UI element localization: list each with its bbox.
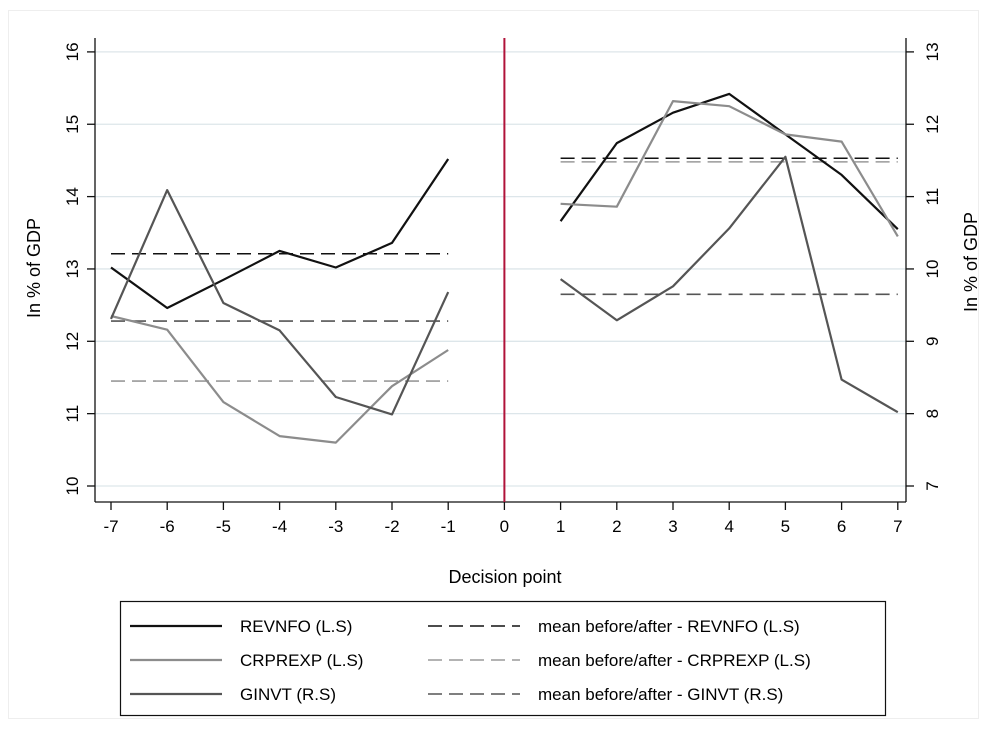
legend-label: CRPREXP (L.S) [240,651,363,670]
right-y-tick-label: 10 [923,259,942,278]
x-tick-label: -3 [328,517,343,536]
left-y-tick-label: 12 [63,332,82,351]
x-tick-label: 0 [500,517,509,536]
x-tick-label: 4 [724,517,733,536]
right-y-tick-label: 9 [923,337,942,346]
x-tick-label: 1 [556,517,565,536]
series-line-after [560,99,899,237]
left-y-tick-label: 16 [63,42,82,61]
x-tick-label: -6 [160,517,175,536]
right-y-tick-label: 12 [923,115,942,134]
series-line-after [559,155,899,414]
x-tick-label: -1 [441,517,456,536]
series-line-before [110,314,449,444]
x-tick-label: -2 [384,517,399,536]
left-y-axis-title: In % of GDP [24,218,44,318]
left-y-tick-label: 14 [63,187,82,206]
left-y-tick-label: 13 [63,259,82,278]
series-line-before [110,158,450,310]
left-y-tick-label: 15 [63,115,82,134]
legend-label: REVNFO (L.S) [240,617,352,636]
series-line-before [109,189,450,416]
x-tick-label: -5 [216,517,231,536]
x-tick-label: 2 [612,517,621,536]
right-y-tick-label: 8 [923,409,942,418]
series-line-after [559,92,899,230]
x-tick-label: -7 [103,517,118,536]
right-y-tick-label: 7 [923,481,942,490]
legend-label: mean before/after - CRPREXP (L.S) [538,651,811,670]
left-y-tick-label: 11 [63,405,82,423]
x-tick-label: 5 [781,517,790,536]
right-y-tick-label: 11 [923,188,942,206]
legend-label: GINVT (R.S) [240,685,336,704]
legend: REVNFO (L.S) CRPREXP (L.S) GINVT (R.S) mean… [119,600,887,717]
x-tick-label: -4 [272,517,287,536]
plot-series [109,38,899,502]
legend-items: REVNFO (L.S) CRPREXP (L.S) GINVT (R.S) mean… [130,617,811,704]
x-axis-title: Decision point [448,567,561,587]
left-y-tick-label: 10 [63,477,82,496]
x-tick-label: 6 [837,517,846,536]
right-y-tick-label: 13 [923,42,942,61]
x-tick-label: 7 [893,517,902,536]
legend-label: mean before/after - GINVT (R.S) [538,685,783,704]
figure-frame [8,10,979,719]
legend-label: mean before/after - REVNFO (L.S) [538,617,800,636]
right-y-axis-title: In % of GDP [961,212,981,312]
legend-box [119,600,887,717]
x-tick-label: 3 [668,517,677,536]
